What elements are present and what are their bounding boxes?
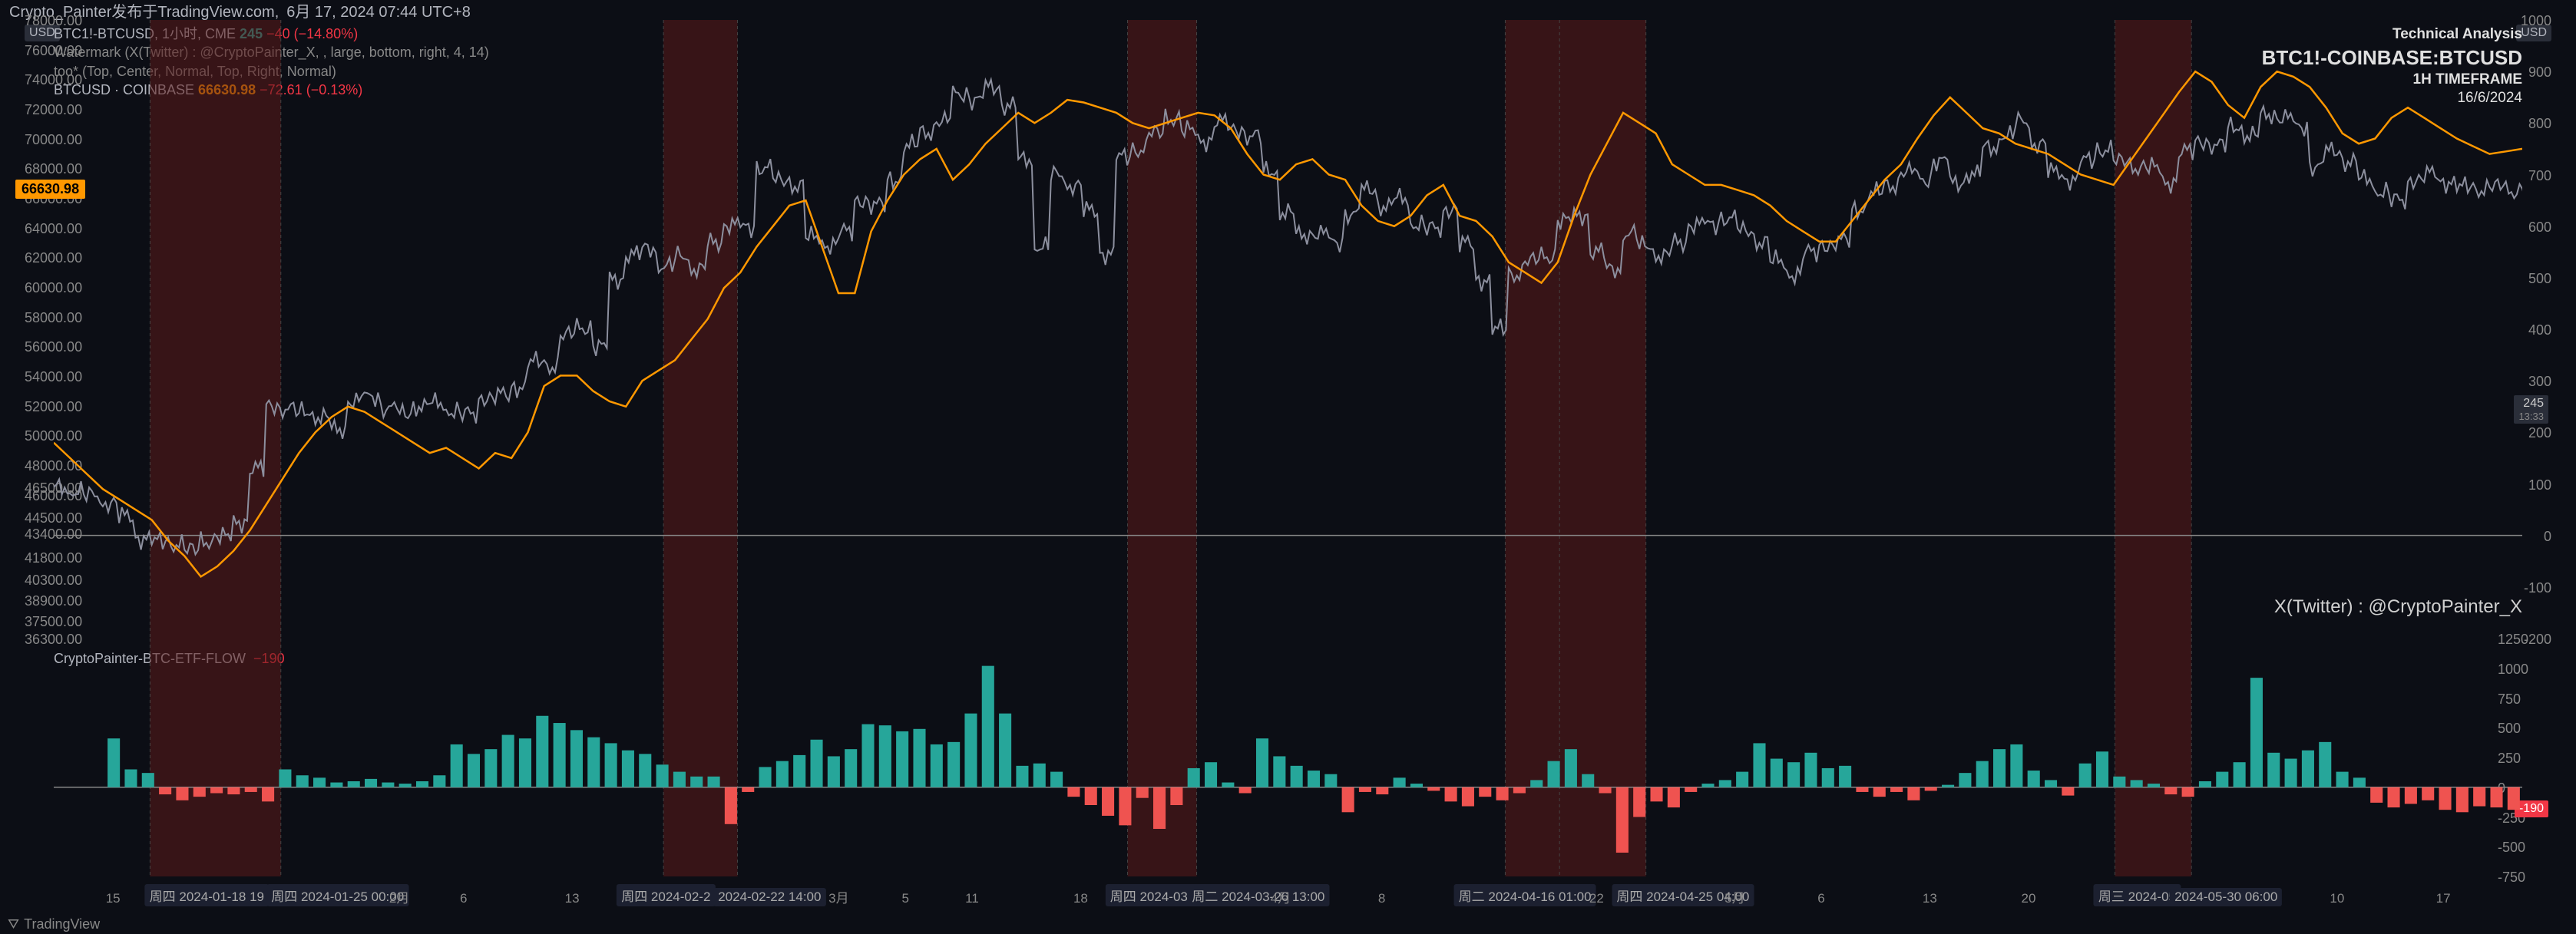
footer-logo-text: TradingView: [24, 916, 100, 932]
header-bar: Crypto_Painter发布于TradingView.com, 6月 17,…: [0, 0, 2576, 20]
timestamp-text: 6月 17, 2024 07:44 UTC+8: [286, 0, 471, 21]
main-chart[interactable]: [54, 20, 2522, 639]
tv-logo-icon: ⛛: [8, 916, 19, 932]
x-axis: 15周四 2024-01-18 19周四 2024-01-25 00:002月6…: [25, 882, 2551, 914]
lower-chart[interactable]: [54, 639, 2522, 876]
footer: ⛛ TradingView: [0, 914, 2576, 934]
